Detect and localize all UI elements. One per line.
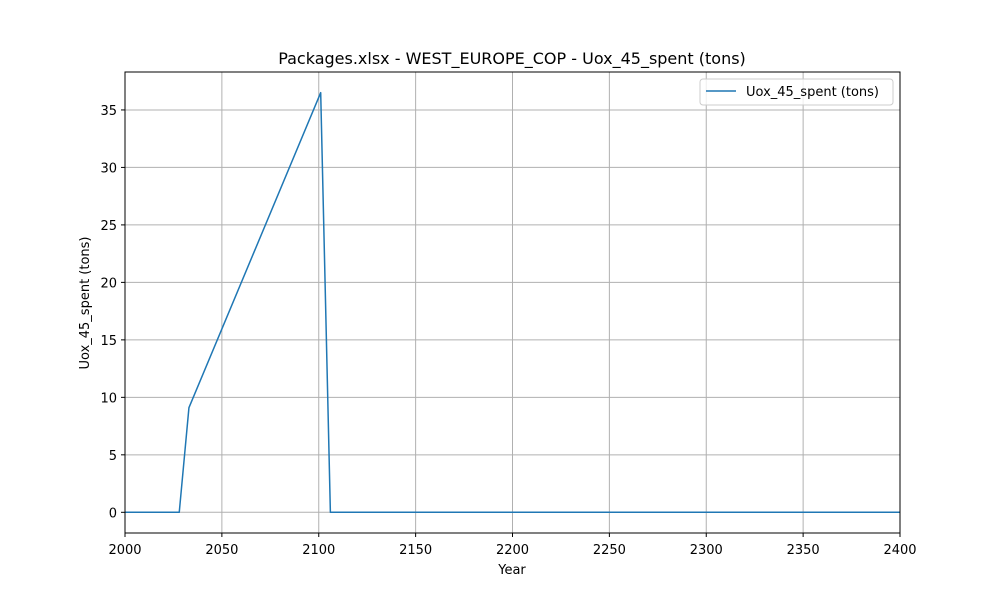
y-tick-label: 30 — [100, 161, 117, 176]
y-tick-label: 5 — [109, 449, 117, 464]
legend-label: Uox_45_spent (tons) — [746, 85, 879, 100]
y-axis-label: Uox_45_spent (tons) — [78, 236, 93, 369]
chart-title: Packages.xlsx - WEST_EUROPE_COP - Uox_45… — [278, 49, 746, 69]
x-tick-label: 2000 — [108, 543, 141, 558]
x-tick-label: 2050 — [205, 543, 238, 558]
x-tick-label: 2350 — [787, 543, 820, 558]
legend: Uox_45_spent (tons) — [699, 78, 894, 106]
x-tick-label: 2150 — [399, 543, 432, 558]
x-tick-label: 2200 — [496, 543, 529, 558]
x-tick-label: 2300 — [690, 543, 723, 558]
y-tick-label: 0 — [109, 506, 117, 521]
series-layer — [125, 91, 900, 514]
x-tick-label: 2250 — [593, 543, 626, 558]
y-tick-label: 35 — [100, 104, 117, 119]
y-tick-label: 20 — [100, 276, 117, 291]
y-tick-label: 10 — [100, 391, 117, 406]
x-axis-label: Year — [497, 563, 526, 578]
y-tick-label: 25 — [100, 219, 117, 234]
y-tick-label: 15 — [100, 334, 117, 349]
y-axis: 0 5 10 15 20 25 30 35 — [100, 104, 125, 521]
x-tick-label: 2400 — [883, 543, 916, 558]
series-line-0 — [125, 91, 900, 514]
x-axis: 2000 2050 2100 2150 2200 2250 2300 2350 2400 — [108, 533, 917, 558]
x-tick-label: 2100 — [302, 543, 335, 558]
legend-box — [699, 78, 894, 106]
